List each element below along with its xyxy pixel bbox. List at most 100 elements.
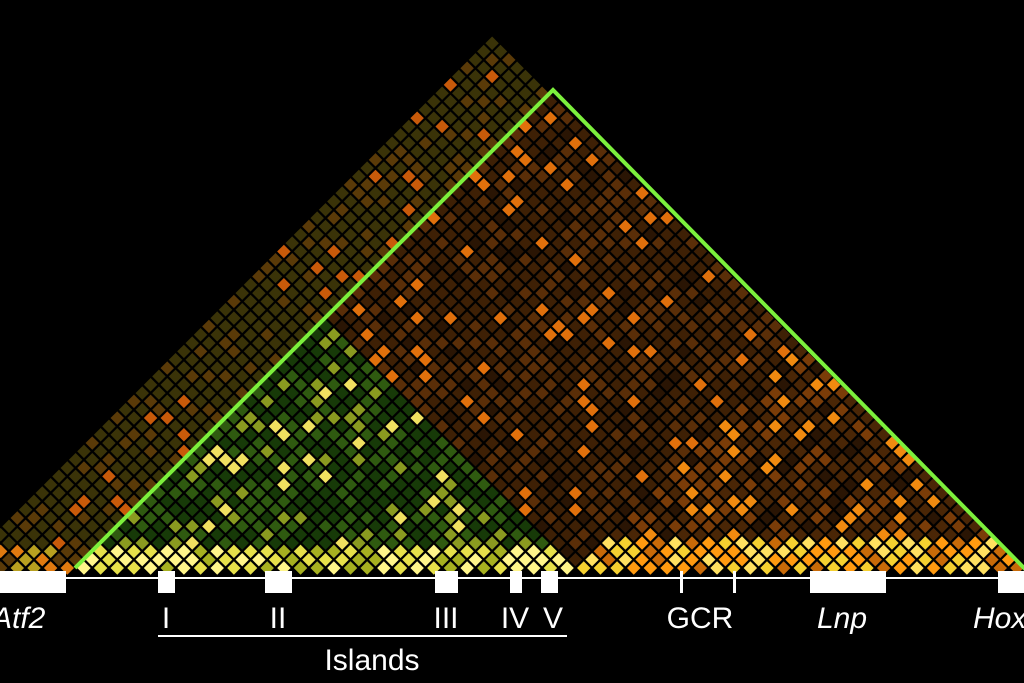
heatmap-cell [343,378,358,392]
heatmap-cell [252,486,266,500]
heatmap-cell [735,486,749,500]
heatmap-cell [327,511,341,525]
heatmap-cell [760,511,774,525]
heatmap-cell [585,552,599,567]
heatmap-cell [701,303,716,317]
heatmap-cell [318,336,333,350]
heatmap-cell [402,153,416,167]
heatmap-cell [168,419,183,434]
heatmap-cell [643,411,658,425]
heatmap-cell [826,494,841,509]
heatmap-cell [143,411,158,425]
heatmap-cell [735,502,749,517]
heatmap-cell [868,502,883,517]
heatmap-cell [435,386,449,400]
heatmap-cell [635,236,649,250]
heatmap-cell [335,219,349,234]
heatmap-cell [393,378,408,392]
heatmap-cell [543,194,558,209]
heatmap-cell [210,394,224,409]
heatmap-cell [60,494,75,509]
heatmap-cell [801,353,816,367]
heatmap-cell [360,527,374,542]
heatmap-cell [535,253,549,267]
heatmap-cell [377,244,391,259]
heatmap-cell [468,203,483,217]
heatmap-cell [252,269,266,284]
heatmap-cell [235,519,249,534]
heatmap-cell [168,452,183,467]
heatmap-cell [327,494,341,509]
heatmap-cell [760,544,774,559]
heatmap-cell [102,486,116,500]
heatmap-cell [635,303,649,317]
heatmap-cell [277,294,291,309]
heatmap-cell [502,103,516,117]
heatmap-cell [377,228,391,242]
heatmap-cell [377,561,391,575]
gene-box [810,571,886,593]
heatmap-cell [418,336,433,350]
heatmap-cell [193,544,208,559]
heatmap-cell [335,403,349,417]
heatmap-cell [602,286,616,300]
heatmap-cell [627,344,641,359]
heatmap-cell [427,544,441,559]
heatmap-cell [402,552,416,567]
heatmap-cell [443,378,458,392]
heatmap-cell [493,361,508,375]
heatmap-cell [760,427,774,442]
heatmap-cell [627,311,641,325]
heatmap-cell [568,186,583,200]
heatmap-cell [210,544,224,559]
heatmap-cell [177,511,191,525]
heatmap-cell [510,344,524,359]
heatmap-cell [377,178,391,192]
heatmap-cell [110,444,124,459]
heatmap-cell [202,536,216,550]
heatmap-cell [593,544,608,559]
heatmap-cell [710,444,724,459]
heatmap-cell [368,536,383,550]
heatmap-cell [577,477,591,492]
heatmap-cell [477,444,491,459]
heatmap-cell [735,469,749,484]
heatmap-cell [310,527,324,542]
heatmap-cell [527,261,541,275]
heatmap-cell [285,502,299,517]
heatmap-cell [60,477,75,492]
heatmap-cell [876,444,891,459]
heatmap-cell [160,477,174,492]
heatmap-cell [310,244,324,259]
heatmap-cell [843,394,858,409]
heatmap-cell [418,303,433,317]
heatmap-cell [518,186,533,200]
heatmap-cell [460,361,474,375]
heatmap-cell [660,328,674,342]
heatmap-cell [768,452,783,467]
heatmap-cell [776,411,791,425]
heatmap-cell [185,536,199,550]
heatmap-cell [460,144,474,159]
heatmap-cell [693,427,708,442]
heatmap-cell [818,419,833,434]
heatmap-cell [343,261,358,275]
heatmap-cell [477,128,491,142]
heatmap-cell [510,294,524,309]
heatmap-cell [560,328,574,342]
heatmap-cell [510,544,524,559]
heatmap-cell [177,527,191,542]
heatmap-cell [260,477,274,492]
heatmap-cell [110,477,124,492]
heatmap-cell [860,494,874,509]
heatmap-cell [327,477,341,492]
heatmap-cell [493,211,508,225]
heatmap-cell [385,203,399,217]
heatmap-cell [577,544,591,559]
heatmap-cell [327,344,341,359]
heatmap-cell [810,411,824,425]
heatmap-cell [785,486,799,500]
heatmap-cell [327,544,341,559]
heatmap-cell [635,286,649,300]
heatmap-cell [352,403,366,417]
